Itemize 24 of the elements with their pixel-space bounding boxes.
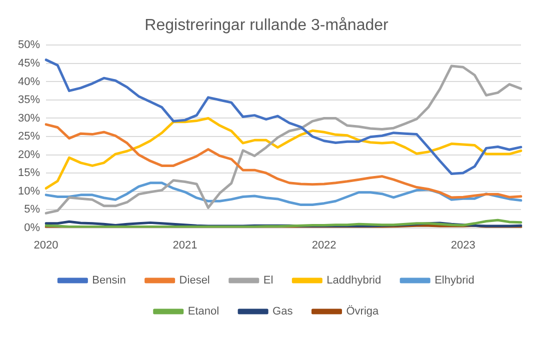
- y-tick-label: 40%: [18, 76, 40, 88]
- y-tick-label: 45%: [18, 57, 40, 70]
- legend-label: Laddhybrid: [326, 274, 382, 287]
- y-tick-label: 20%: [18, 148, 40, 161]
- y-tick-label: 35%: [18, 94, 40, 106]
- legend-label: Etanol: [188, 306, 220, 318]
- x-tick-label: 2023: [450, 239, 476, 252]
- y-tick-label: 0%: [24, 222, 40, 234]
- y-tick-label: 50%: [18, 39, 40, 52]
- y-tick-label: 25%: [18, 130, 40, 143]
- y-tick-label: 15%: [18, 167, 40, 180]
- y-tick-label: 30%: [18, 112, 40, 124]
- chart-title: Registreringar rullande 3-månader: [144, 17, 390, 34]
- legend-label: Bensin: [92, 274, 126, 287]
- y-tick-label: 10%: [18, 185, 40, 198]
- y-tick-label: 5%: [24, 204, 40, 216]
- legend-label: Gas: [272, 306, 294, 318]
- legend-label: Övriga: [346, 304, 380, 318]
- legend-label: Diesel: [179, 274, 210, 287]
- x-tick-label: 2021: [172, 239, 198, 252]
- legend-label: El: [263, 274, 274, 287]
- x-tick-label: 2022: [312, 239, 336, 252]
- legend-label: Elhybrid: [434, 274, 474, 287]
- x-tick-label: 2020: [34, 239, 58, 252]
